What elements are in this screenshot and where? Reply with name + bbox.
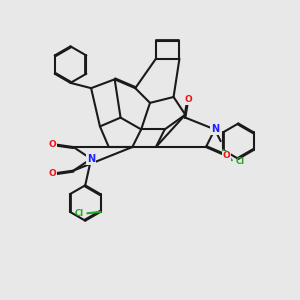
Text: O: O [184, 95, 192, 104]
Text: Cl: Cl [236, 157, 245, 166]
Text: Cl: Cl [74, 209, 84, 218]
Text: N: N [87, 154, 95, 164]
Text: O: O [223, 152, 230, 160]
Text: O: O [49, 169, 57, 178]
Text: O: O [49, 140, 57, 148]
Text: N: N [211, 124, 219, 134]
